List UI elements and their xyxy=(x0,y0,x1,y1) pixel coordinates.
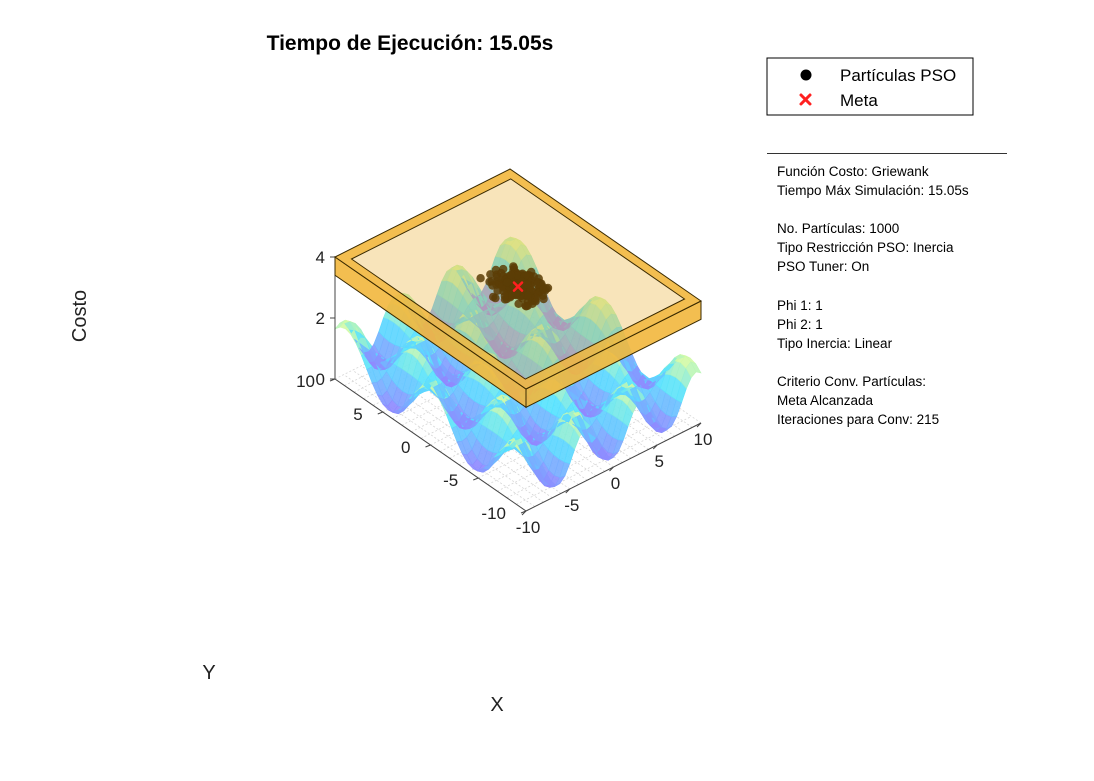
y-tick xyxy=(425,444,431,448)
pso-particle xyxy=(542,284,551,293)
pso-particle xyxy=(497,268,506,278)
legend-box xyxy=(766,57,974,116)
chart-title: Tiempo de Ejecución: 15.05s xyxy=(267,32,554,55)
meta-marker xyxy=(512,281,524,292)
y-tick xyxy=(520,510,527,514)
info-iteraciones: Iteraciones para Conv: 215 xyxy=(777,412,940,428)
z-tick-label: 0 xyxy=(316,370,325,389)
y-axis-line xyxy=(334,378,527,512)
x-tick-label: -5 xyxy=(564,496,579,515)
x-tick-label: -10 xyxy=(516,518,541,537)
y-tick xyxy=(473,477,479,481)
info-panel: Función Costo: Griewank Tiempo Máx Simul… xyxy=(777,162,1017,429)
x-axis-label: X xyxy=(490,694,503,716)
info-spacer xyxy=(777,353,1017,372)
pso-particle xyxy=(522,302,531,311)
info-pso-tuner: PSO Tuner: On xyxy=(777,259,870,275)
y-tick-label: 0 xyxy=(401,438,410,457)
z-axis-label: Costo xyxy=(69,290,91,342)
pso-particle xyxy=(513,271,522,280)
x-tick-label: 5 xyxy=(655,452,664,471)
pso-particle xyxy=(506,270,516,280)
info-phi2: Phi 2: 1 xyxy=(777,316,823,332)
info-divider xyxy=(767,153,1007,154)
meta-x-stroke xyxy=(512,281,524,292)
info-phi1: Phi 1: 1 xyxy=(777,297,823,313)
x-tick-label: 10 xyxy=(694,430,713,449)
y-tick xyxy=(377,411,383,415)
x-axis-line xyxy=(525,422,702,512)
info-funcion-costo: Función Costo: Griewank xyxy=(777,164,929,179)
legend-particles-marker xyxy=(800,69,812,81)
box-outer-edge xyxy=(334,168,702,390)
y-axis-label: Y xyxy=(202,662,215,684)
meta-x xyxy=(512,281,524,292)
grid-line xyxy=(516,416,692,505)
pso-particle xyxy=(522,280,532,289)
pso-particle xyxy=(500,291,510,301)
z-tick-label: 2 xyxy=(316,309,325,328)
info-tiempo-max: Tiempo Máx Simulación: 15.05s xyxy=(777,183,969,199)
info-tipo-inercia: Tipo Inercia: Linear xyxy=(777,335,893,351)
info-spacer xyxy=(777,277,1017,296)
info-spacer xyxy=(777,200,1017,219)
legend-particles-label: Partículas PSO xyxy=(840,66,956,85)
pso-particle xyxy=(476,274,485,283)
y-tick-label: -5 xyxy=(443,471,458,490)
legend-meta-label: Meta xyxy=(840,91,878,110)
pso-particle xyxy=(503,278,512,287)
grid-line xyxy=(506,409,683,499)
pso-particle xyxy=(514,299,523,308)
griewank-surface xyxy=(334,236,702,488)
info-no-particulas: No. Partículas: 1000 xyxy=(777,221,900,237)
y-tick-label: 10 xyxy=(296,372,315,391)
box-inner-edge xyxy=(350,178,686,380)
y-tick-label: -10 xyxy=(481,504,506,523)
surface-patch xyxy=(690,361,702,374)
pso-particle xyxy=(523,291,532,300)
pso-particle xyxy=(533,279,542,289)
info-criterio-value: Meta Alcanzada xyxy=(777,393,874,409)
legend: Partículas PSO Meta xyxy=(766,57,974,116)
y-tick-label: 5 xyxy=(353,405,362,424)
z-tick-label: 4 xyxy=(316,248,325,267)
legend-meta-marker xyxy=(799,93,812,106)
info-criterio-label: Criterio Conv. Partículas: xyxy=(777,374,927,390)
pso-particle xyxy=(489,292,498,302)
info-tipo-restriccion: Tipo Restricción PSO: Inercia xyxy=(777,240,954,256)
x-tick-label: 0 xyxy=(611,474,620,493)
pso-particle xyxy=(486,270,495,279)
grid-line xyxy=(497,402,673,492)
pso-particle xyxy=(539,294,548,304)
